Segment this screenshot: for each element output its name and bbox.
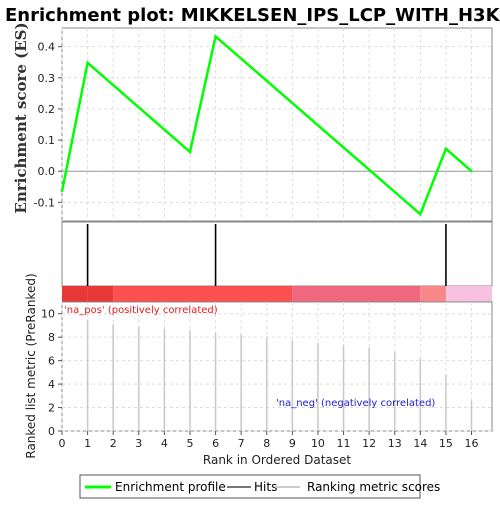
- ranked-x-tick-label: 5: [186, 437, 193, 450]
- ranked-y-tick-label: 2: [48, 402, 55, 415]
- ranked-x-tick-label: 10: [311, 437, 325, 450]
- es-y-tick-label: 0.4: [38, 41, 56, 54]
- ranked-x-tick-label: 0: [59, 437, 66, 450]
- heatmap-segment: [445, 286, 492, 302]
- ranked-y-tick-label: 0: [48, 425, 55, 438]
- es-panel: -0.1 0.0 0.1 0.2 0.3 0.4 Enrichment score (ES…: [12, 22, 493, 222]
- ranked-x-tick-label: 7: [238, 437, 245, 450]
- es-panel-frame: [61, 27, 493, 222]
- enrichment-profile-point: [470, 170, 473, 173]
- ranked-x-tick-label: 1: [84, 437, 91, 450]
- enrichment-profile-point: [419, 213, 422, 216]
- ranked-x-tick-label: 9: [289, 437, 296, 450]
- es-y-tick-label: 0.1: [38, 134, 56, 147]
- es-y-tick-label: 0.2: [38, 103, 56, 116]
- es-y-tick-label: 0.3: [38, 72, 56, 85]
- ranked-x-tick-label: 4: [161, 437, 168, 450]
- heatmap-segment: [113, 286, 293, 302]
- heatmap-segment: [87, 286, 114, 302]
- ranked-y-tick-label: 6: [48, 355, 55, 368]
- hit-marks: [86, 224, 447, 286]
- ranked-x-tick-label: 16: [465, 437, 479, 450]
- ranked-y-ticks: 0 2 4 6 8 10: [41, 308, 62, 438]
- ranked-y-tick-label: 8: [48, 331, 55, 344]
- enrichment-profile-point: [214, 35, 217, 38]
- ranked-y-axis-label: Ranked list metric (PreRanked): [24, 273, 38, 458]
- es-y-ticks: -0.1 0.0 0.1 0.2 0.3 0.4: [34, 41, 62, 209]
- ranked-x-tick-label: 2: [110, 437, 117, 450]
- es-y-axis-label: Enrichment score (ES): [12, 22, 30, 213]
- ranked-x-ticks: 0 1 2 3 4 5 6 7 8 9 10 11 12 13 14 15 16: [59, 431, 479, 450]
- ranking-heatmap-bar: [62, 286, 492, 302]
- ranked-x-tick-label: 8: [263, 437, 270, 450]
- enrichment-profile-points: [61, 35, 473, 216]
- positive-correlation-label: 'na_pos' (positively correlated): [64, 305, 218, 316]
- enrichment-profile-point: [444, 147, 447, 150]
- ranked-x-tick-label: 11: [337, 437, 351, 450]
- ranked-x-tick-label: 15: [439, 437, 453, 450]
- ranked-x-tick-label: 12: [362, 437, 376, 450]
- ranked-x-axis-label: Rank in Ordered Dataset: [203, 453, 351, 467]
- legend: Enrichment profile Hits Ranking metric s…: [79, 474, 440, 499]
- es-y-tick-label: 0.0: [38, 165, 56, 178]
- hits-panel-frame: [61, 221, 493, 287]
- ranked-x-tick-label: 13: [388, 437, 402, 450]
- es-y-tick-label: -0.1: [34, 196, 55, 209]
- hits-panel: [61, 221, 493, 287]
- heatmap-segment: [420, 286, 446, 302]
- heatmap-segment: [292, 286, 421, 302]
- chart-title: Enrichment plot: MIKKELSEN_IPS_LCP_WITH_…: [5, 5, 500, 26]
- enrichment-profile-point: [188, 150, 191, 153]
- ranked-panel-frame: [61, 301, 493, 432]
- ranked-x-tick-label: 3: [135, 437, 142, 450]
- enrichment-profile-point: [61, 190, 63, 193]
- enrichment-profile-point: [86, 61, 89, 64]
- ranked-y-tick-label: 4: [48, 378, 55, 391]
- ranked-metric-bars: [86, 319, 473, 431]
- ranked-x-tick-label: 6: [212, 437, 219, 450]
- legend-label-hits: Hits: [254, 480, 277, 494]
- heatmap-segment: [62, 286, 88, 302]
- legend-label-ranking-metric: Ranking metric scores: [307, 480, 440, 494]
- negative-correlation-label: 'na_neg' (negatively correlated): [276, 398, 435, 409]
- ranked-y-tick-label: 10: [41, 308, 55, 321]
- legend-label-enrichment-profile: Enrichment profile: [115, 480, 226, 494]
- ranked-x-tick-label: 14: [413, 437, 427, 450]
